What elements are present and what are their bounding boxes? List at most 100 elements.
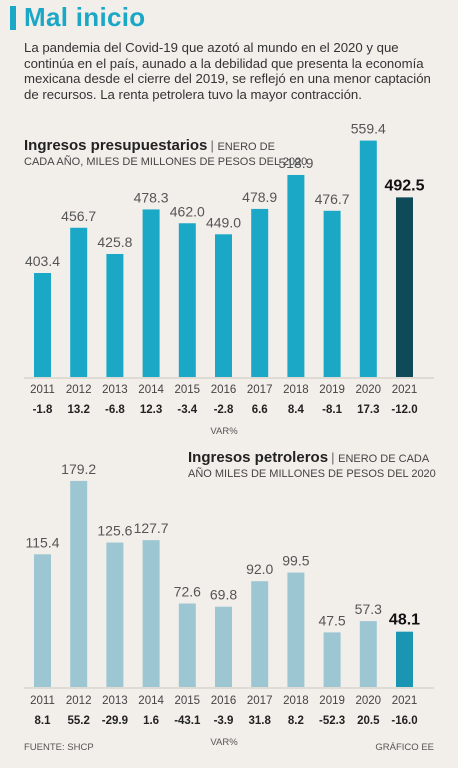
chart1-bar-2017	[251, 208, 269, 377]
chart2-bar-2014	[142, 540, 160, 687]
chart2-var-value: 8.1	[35, 715, 52, 727]
chart1-category-label: 2020	[356, 384, 382, 396]
chart1-value-label: 478.9	[242, 189, 277, 205]
chart1-bar-2019	[323, 210, 341, 377]
chart2-var-value: 8.2	[288, 715, 304, 727]
headline: Mal inicio	[24, 2, 146, 32]
chart2-bar-2021	[396, 631, 413, 687]
chart2-var-value: -52.3	[319, 715, 345, 727]
chart2-var-value: 55.2	[68, 715, 90, 727]
chart1-title: Ingresos presupuestarios	[24, 137, 208, 154]
chart2-category-label: 2017	[247, 695, 273, 707]
chart1-subtitle-line2: CADA AÑO, MILES DE MILLONES DE PESOS DEL…	[24, 156, 308, 168]
chart1-var-value: 8.4	[288, 404, 305, 416]
chart1-category-label: 2013	[102, 384, 128, 396]
chart1-bar-2011	[34, 273, 51, 377]
chart2-subtitle-line1: ENERO DE CADA	[338, 453, 430, 465]
chart2-value-label: 115.4	[26, 534, 60, 550]
chart2-bar-2012	[70, 480, 88, 687]
chart2-bar-2013	[106, 542, 124, 687]
chart1-category-label: 2019	[319, 384, 345, 396]
chart2-value-label: 57.3	[355, 601, 382, 617]
source-note: FUENTE: SHCP	[24, 742, 94, 753]
chart2-value-label: 72.6	[174, 584, 201, 600]
chart1-title-separator: |	[210, 138, 218, 153]
chart1-var-value: 13.2	[68, 404, 90, 416]
chart2-title: Ingresos petroleros	[188, 449, 329, 466]
chart2-var-value: -29.9	[102, 715, 128, 727]
chart2-category-label: 2021	[392, 695, 418, 707]
chart1-value-label: 518.9	[278, 155, 313, 171]
chart1-bar-2012	[70, 227, 88, 377]
chart1-value-label: 478.3	[134, 189, 169, 205]
chart1-value-label: 403.4	[25, 253, 60, 269]
chart2-var-value: -3.9	[214, 715, 234, 727]
chart2-subtitle-line2: AÑO MILES DE MILLONES DE PESOS DEL 2020	[188, 468, 436, 480]
chart2-var-value: -43.1	[174, 715, 201, 727]
chart2-category-label: 2015	[175, 695, 201, 707]
chart2-category-label: 2016	[211, 695, 237, 707]
chart2-category-label: 2011	[30, 695, 55, 707]
chart1-var-value: -3.4	[177, 404, 197, 416]
chart1-category-label: 2017	[247, 384, 273, 396]
chart1-value-label: 559.4	[351, 121, 386, 137]
chart1-var-value: -6.8	[105, 404, 125, 416]
chart2-bar-2016	[215, 606, 232, 687]
chart1-value-label: 476.7	[315, 191, 350, 207]
chart1-var-value: -12.0	[391, 404, 417, 416]
chart1-category-label: 2011	[30, 384, 55, 396]
chart2-category-label: 2019	[319, 695, 345, 707]
graphic-credit: GRÁFICO EE	[375, 742, 434, 753]
chart2-value-label: 125.6	[97, 523, 132, 539]
chart1-var-value: -8.1	[322, 404, 342, 416]
chart1-category-label: 2014	[138, 384, 164, 396]
chart1-value-label: 425.8	[97, 234, 132, 250]
chart2-var-value: -16.0	[391, 715, 417, 727]
chart2-category-label: 2018	[283, 695, 309, 707]
chart1-bar-2013	[106, 253, 124, 377]
chart2-category-label: 2014	[138, 695, 164, 707]
chart2-value-label: 127.7	[134, 520, 169, 536]
chart2-title-block: Ingresos petroleros | ENERO DE CADA AÑO …	[188, 450, 448, 482]
chart1-var-label: VAR%	[210, 426, 238, 437]
chart2-bar-2017	[251, 581, 269, 687]
chart1-var-value: -2.8	[214, 404, 234, 416]
chart1-var-value: 12.3	[140, 404, 162, 416]
chart2-title-separator: |	[331, 450, 339, 465]
chart2-value-label: 99.5	[282, 553, 309, 569]
chart1-category-label: 2015	[175, 384, 201, 396]
chart2-bar-2015	[178, 603, 196, 687]
chart1-bar-2015	[178, 223, 196, 377]
chart2-value-label: 92.0	[246, 561, 273, 577]
chart1-value-label: 456.7	[61, 208, 96, 224]
chart1-bar-2016	[215, 234, 232, 377]
chart2-var-value: 20.5	[357, 715, 380, 727]
chart2-var-value: 31.8	[249, 715, 272, 727]
chart1-bar-2014	[142, 209, 160, 377]
chart2-category-label: 2012	[66, 695, 92, 707]
chart1-value-label: 449.0	[206, 214, 241, 230]
chart2-bar-2018	[287, 572, 305, 687]
chart2-var-value: 1.6	[143, 715, 159, 727]
chart2-value-label: 48.1	[389, 612, 420, 629]
chart1-bar-2021	[396, 197, 413, 377]
chart1-value-label: 462.0	[170, 203, 205, 219]
chart2-value-label: 179.2	[61, 461, 96, 477]
headline-accent-bar	[10, 6, 16, 30]
chart1-bar-2018	[287, 174, 305, 377]
chart1-title-block: Ingresos presupuestarios | ENERO DE CADA…	[24, 138, 444, 170]
chart1-var-value: -1.8	[33, 404, 53, 416]
chart2-value-label: 47.5	[318, 612, 345, 628]
chart1-bar-2020	[359, 140, 377, 377]
chart1-category-label: 2018	[283, 384, 309, 396]
chart1-category-label: 2016	[211, 384, 237, 396]
chart1-subtitle-line1: ENERO DE	[217, 141, 275, 153]
intro-paragraph: La pandemia del Covid-19 que azotó al mu…	[24, 40, 431, 102]
chart2-value-label: 69.8	[210, 587, 237, 603]
chart1-category-label: 2012	[66, 384, 92, 396]
chart1-var-value: 17.3	[357, 404, 379, 416]
chart2-bar-2011	[34, 554, 51, 687]
chart2-var-label: VAR%	[210, 737, 238, 748]
chart1-category-label: 2021	[392, 384, 418, 396]
